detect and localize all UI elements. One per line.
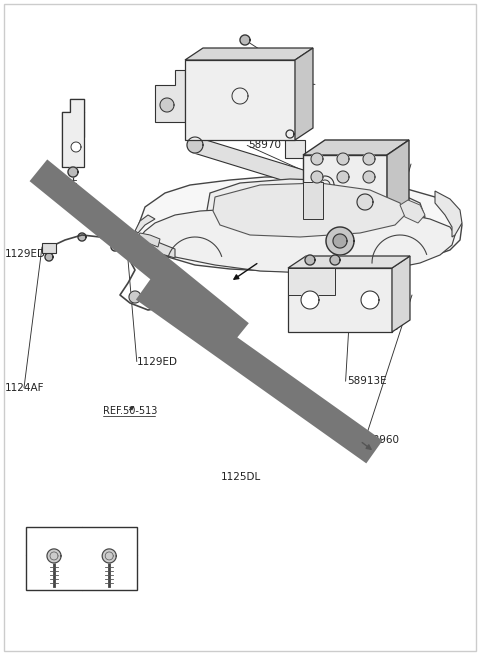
Polygon shape xyxy=(172,299,184,311)
Polygon shape xyxy=(286,130,294,138)
Polygon shape xyxy=(68,167,78,177)
Text: 1123GT: 1123GT xyxy=(88,536,130,546)
Text: 95690: 95690 xyxy=(263,75,296,85)
Polygon shape xyxy=(288,268,335,295)
Polygon shape xyxy=(320,180,330,190)
Polygon shape xyxy=(136,277,383,463)
Text: 58920: 58920 xyxy=(366,322,399,333)
Polygon shape xyxy=(387,140,409,219)
Polygon shape xyxy=(71,142,81,152)
Text: 1123AL: 1123AL xyxy=(34,536,74,546)
Polygon shape xyxy=(361,291,379,309)
Polygon shape xyxy=(285,140,305,158)
Polygon shape xyxy=(155,70,185,122)
Polygon shape xyxy=(295,48,313,140)
Polygon shape xyxy=(311,171,323,183)
Text: REF.50-513: REF.50-513 xyxy=(103,406,157,417)
Polygon shape xyxy=(138,233,160,247)
Polygon shape xyxy=(232,88,248,104)
Polygon shape xyxy=(363,171,375,183)
Polygon shape xyxy=(311,153,323,165)
Text: 1339CC: 1339CC xyxy=(268,48,309,59)
Polygon shape xyxy=(303,182,323,219)
Polygon shape xyxy=(240,35,250,45)
Text: 1125DD: 1125DD xyxy=(263,113,306,123)
Polygon shape xyxy=(392,256,410,332)
Polygon shape xyxy=(400,200,425,223)
Polygon shape xyxy=(213,183,405,237)
Polygon shape xyxy=(357,194,373,210)
Polygon shape xyxy=(135,215,155,233)
Polygon shape xyxy=(78,233,86,241)
Polygon shape xyxy=(102,549,116,563)
Text: 1125DL: 1125DL xyxy=(221,472,261,482)
Text: 58970: 58970 xyxy=(249,140,282,151)
Polygon shape xyxy=(111,243,119,251)
Polygon shape xyxy=(47,549,61,563)
Polygon shape xyxy=(192,138,327,193)
Polygon shape xyxy=(160,98,174,112)
Polygon shape xyxy=(135,177,462,272)
Polygon shape xyxy=(303,140,409,155)
Bar xyxy=(26,527,137,590)
Polygon shape xyxy=(363,153,375,165)
Polygon shape xyxy=(301,291,319,309)
Polygon shape xyxy=(140,235,175,258)
Polygon shape xyxy=(326,227,354,255)
Polygon shape xyxy=(140,209,455,273)
Polygon shape xyxy=(316,176,334,194)
Polygon shape xyxy=(305,255,315,265)
Polygon shape xyxy=(185,60,295,140)
Text: 58913E: 58913E xyxy=(347,376,387,386)
Text: 1124AF: 1124AF xyxy=(5,383,44,393)
Text: 1129ED: 1129ED xyxy=(137,356,178,367)
Polygon shape xyxy=(30,159,249,345)
Text: 58960: 58960 xyxy=(366,435,399,445)
Polygon shape xyxy=(330,255,340,265)
Text: 1129ED: 1129ED xyxy=(5,249,46,259)
Polygon shape xyxy=(435,191,462,237)
Polygon shape xyxy=(303,155,387,219)
Polygon shape xyxy=(288,256,410,268)
Bar xyxy=(42,243,56,253)
Polygon shape xyxy=(333,234,347,248)
Polygon shape xyxy=(337,153,349,165)
Polygon shape xyxy=(185,48,313,60)
Polygon shape xyxy=(62,99,84,167)
Polygon shape xyxy=(45,253,53,261)
Polygon shape xyxy=(207,179,425,243)
Polygon shape xyxy=(337,171,349,183)
Polygon shape xyxy=(187,137,203,153)
Polygon shape xyxy=(129,291,141,303)
Polygon shape xyxy=(288,268,392,332)
